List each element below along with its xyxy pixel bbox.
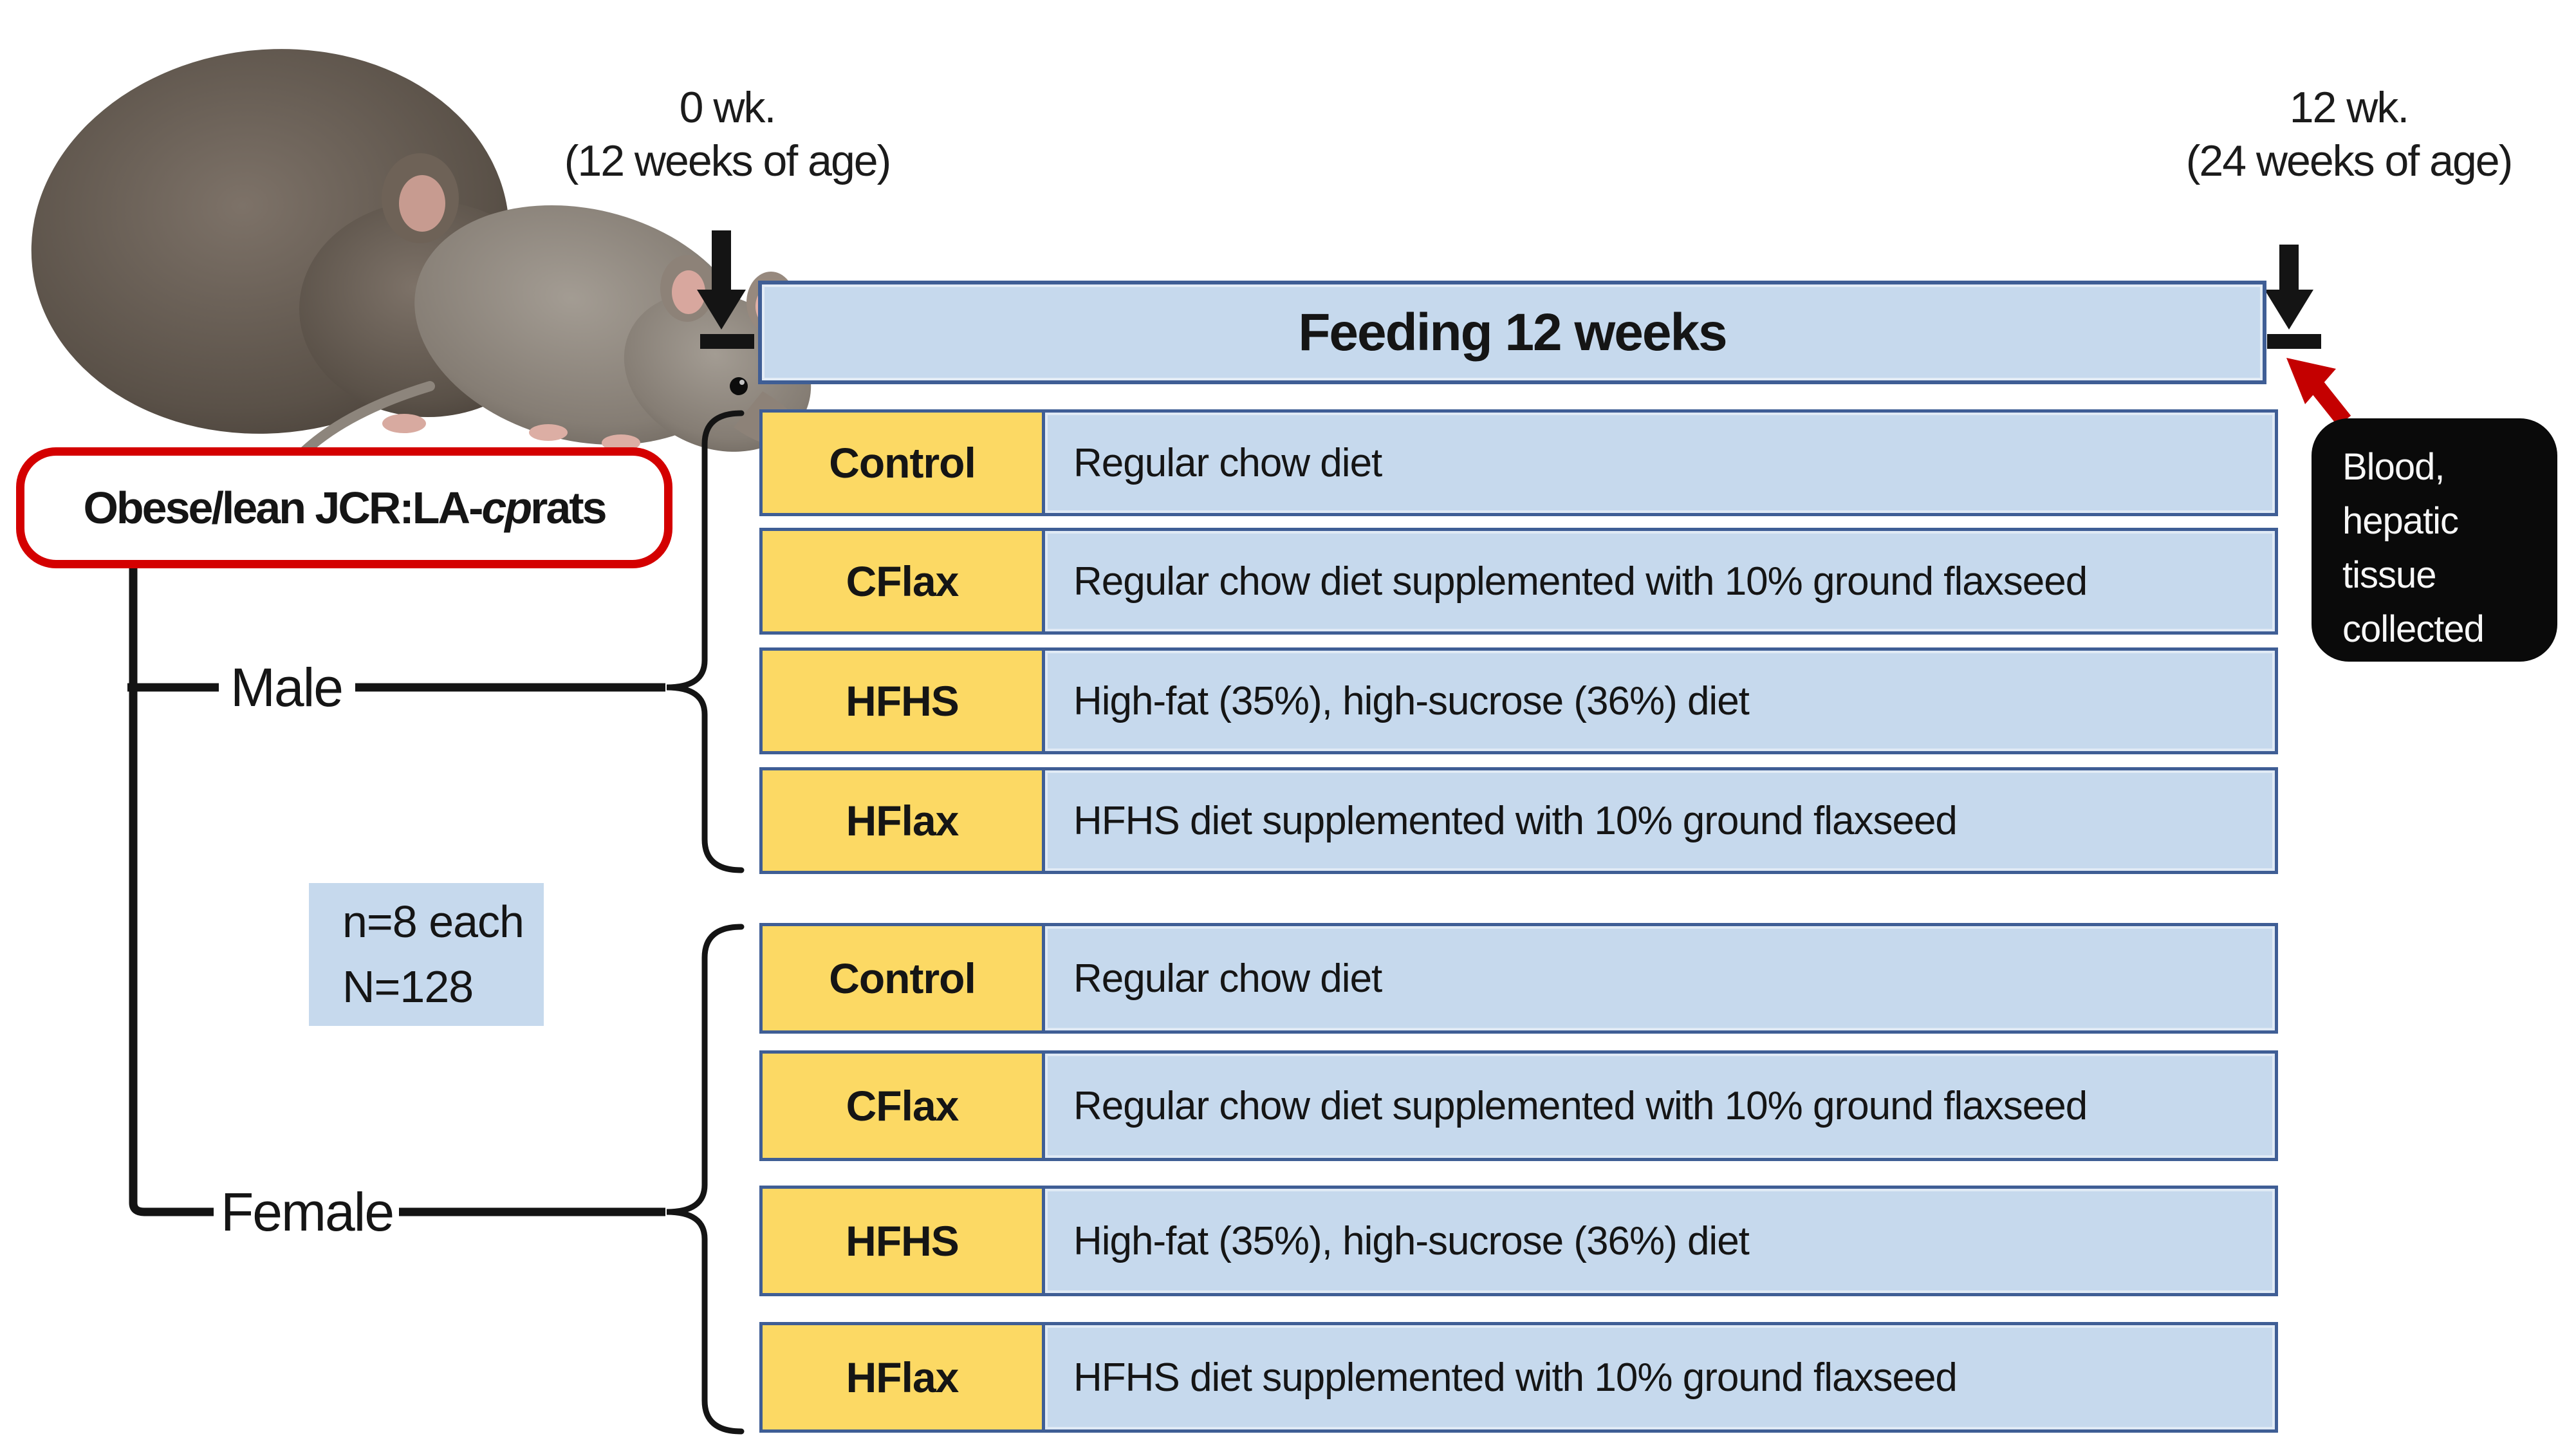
- sample-size-per-group: n=8 each: [342, 896, 524, 947]
- diet-description: Regular chow diet supplemented with 10% …: [1045, 1050, 2278, 1161]
- population-label-gene: cp: [481, 483, 532, 533]
- diet-description: Regular chow diet: [1045, 409, 2278, 516]
- group-braces: [666, 410, 745, 1435]
- sample-size-total: N=128: [342, 962, 474, 1012]
- diet-row-male-cflax: CFlax Regular chow diet supplemented wit…: [759, 528, 2278, 635]
- diet-label: HFHS: [759, 1186, 1045, 1296]
- diet-row-male-hfhs: HFHS High-fat (35%), high-sucrose (36%) …: [759, 647, 2278, 754]
- timeline-end-down-arrow-icon: [2265, 245, 2313, 330]
- timeline-start-week: 0 wk.: [679, 83, 777, 132]
- diet-label: Control: [759, 923, 1045, 1034]
- timeline-end-age: (24 weeks of age): [2185, 136, 2514, 185]
- diet-label: HFlax: [759, 1322, 1045, 1433]
- tree-lines: [127, 560, 665, 1216]
- timeline-end-tick: [2267, 334, 2321, 349]
- sample-size-box: n=8 each N=128: [309, 883, 544, 1026]
- female-group-brace: [666, 924, 745, 1435]
- diet-label: HFHS: [759, 647, 1045, 754]
- diet-description: Regular chow diet: [1045, 923, 2278, 1034]
- timeline-start-tick: [700, 334, 754, 349]
- diet-label: HFlax: [759, 767, 1045, 874]
- branch-label-male: Male: [230, 656, 344, 718]
- diet-row-female-hfhs: HFHS High-fat (35%), high-sucrose (36%) …: [759, 1186, 2278, 1296]
- endpoint-collection-box: Blood, hepatic tissue collected: [2312, 418, 2557, 662]
- timeline-end-week: 12 wk.: [2289, 83, 2410, 132]
- diet-description: Regular chow diet supplemented with 10% …: [1045, 528, 2278, 635]
- diet-description: HFHS diet supplemented with 10% ground f…: [1045, 767, 2278, 874]
- feeding-period-label: Feeding 12 weeks: [1298, 302, 1727, 362]
- timeline-end-label: 12 wk. (24 weeks of age): [2149, 81, 2548, 188]
- endpoint-red-arrow-icon: [2286, 358, 2351, 427]
- diet-description: High-fat (35%), high-sucrose (36%) diet: [1045, 1186, 2278, 1296]
- male-group-brace: [666, 410, 745, 873]
- feeding-period-bar: Feeding 12 weeks: [758, 281, 2266, 384]
- timeline-start-down-arrow-icon: [697, 230, 746, 330]
- diet-description: High-fat (35%), high-sucrose (36%) diet: [1045, 647, 2278, 754]
- diet-description: HFHS diet supplemented with 10% ground f…: [1045, 1322, 2278, 1433]
- diet-row-male-hflax: HFlax HFHS diet supplemented with 10% gr…: [759, 767, 2278, 874]
- population-box: Obese/lean JCR:LA-cp rats: [16, 447, 672, 568]
- diet-row-female-cflax: CFlax Regular chow diet supplemented wit…: [759, 1050, 2278, 1161]
- timeline-start-label: 0 wk. (12 weeks of age): [528, 81, 927, 188]
- diet-row-female-control: Control Regular chow diet: [759, 923, 2278, 1034]
- diet-label: CFlax: [759, 528, 1045, 635]
- diet-label: Control: [759, 409, 1045, 516]
- population-label-suffix: rats: [530, 483, 607, 533]
- diet-row-male-control: Control Regular chow diet: [759, 409, 2278, 516]
- diet-row-female-hflax: HFlax HFHS diet supplemented with 10% gr…: [759, 1322, 2278, 1433]
- branch-label-female: Female: [220, 1181, 394, 1242]
- population-label-prefix: Obese/lean JCR:LA-: [83, 483, 483, 533]
- timeline-start-age: (12 weeks of age): [564, 136, 892, 185]
- diet-label: CFlax: [759, 1050, 1045, 1161]
